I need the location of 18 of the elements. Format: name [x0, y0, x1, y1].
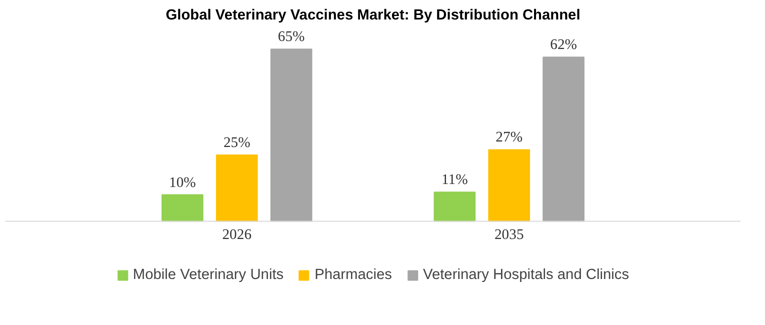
legend-label: Pharmacies	[314, 267, 392, 283]
data-label: 25%	[223, 135, 250, 152]
x-tick-label: 2035	[494, 227, 524, 244]
chart-title: Global Veterinary Vaccines Market: By Distribution Channel	[166, 8, 580, 24]
bar	[216, 154, 258, 222]
data-label: 11%	[442, 172, 468, 188]
legend-label: Mobile Veterinary Units	[132, 267, 284, 283]
bar	[434, 192, 476, 222]
bar	[542, 56, 584, 222]
data-label: 65%	[278, 29, 305, 46]
x-tick-label: 2026	[222, 227, 252, 244]
data-label: 10%	[169, 174, 196, 191]
bar	[270, 48, 312, 222]
data-label: 62%	[550, 37, 577, 54]
bar	[488, 149, 530, 222]
bar	[162, 194, 204, 222]
data-label: 27%	[496, 130, 523, 146]
legend-label: Veterinary Hospitals and Clinics	[422, 267, 630, 283]
